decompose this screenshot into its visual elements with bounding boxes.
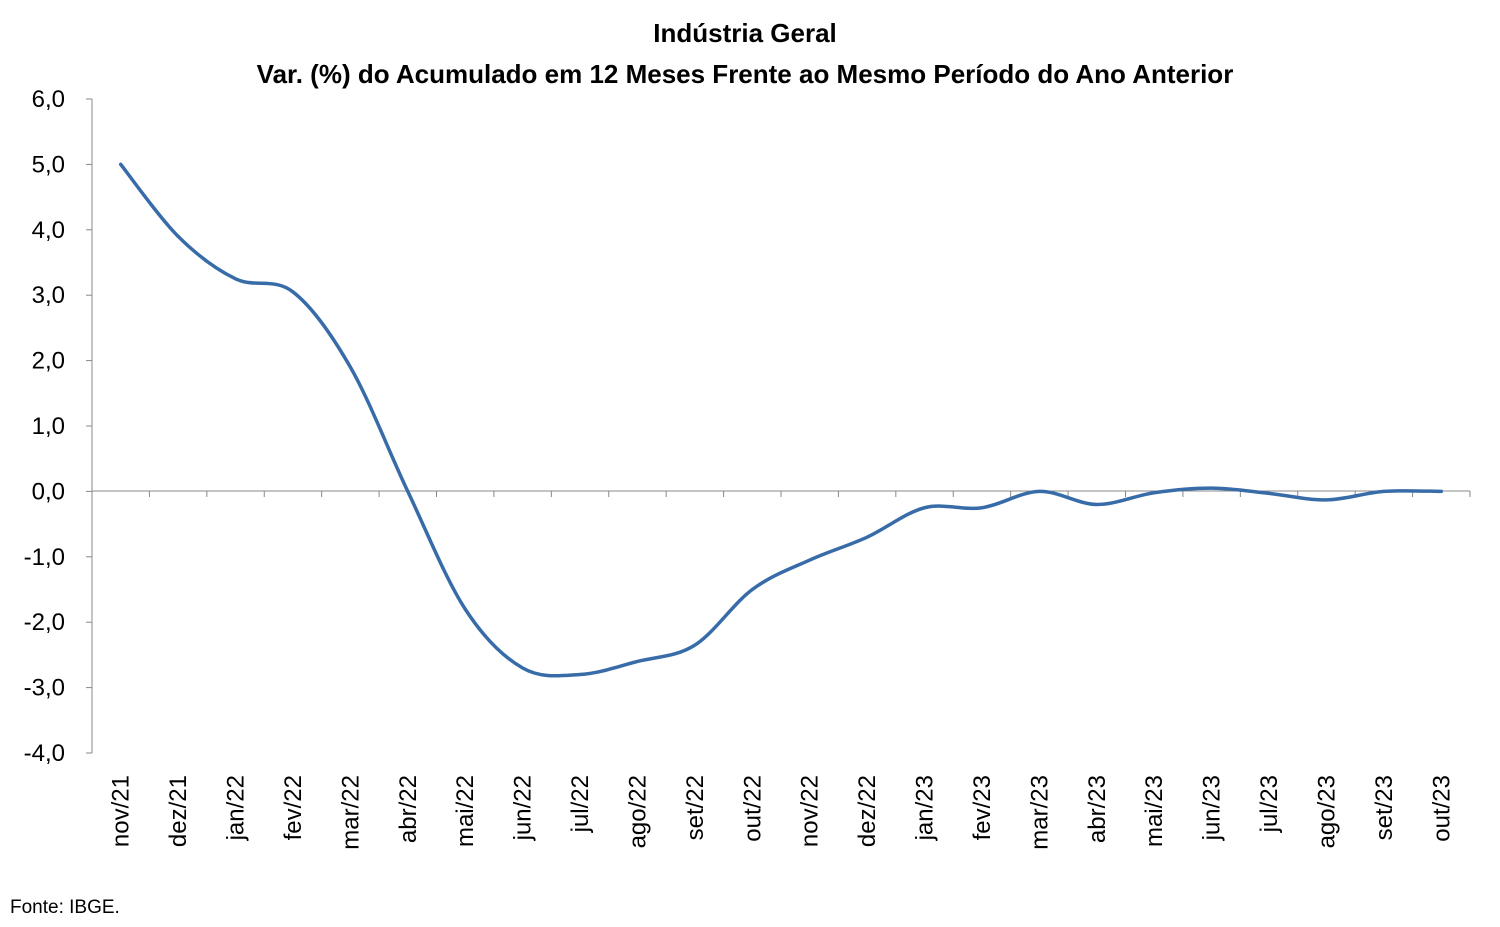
data-point [1095,502,1099,506]
y-tick-label: 2,0 [32,348,65,375]
x-tick-label: mar/22 [337,775,364,850]
x-tick-label: dez/22 [854,775,881,847]
data-point [923,506,927,510]
data-point [1382,489,1386,493]
data-point [1324,498,1328,502]
chart-subtitle: Var. (%) do Acumulado em 12 Meses Frente… [257,59,1234,89]
data-point [1210,486,1214,490]
x-tick-label: jul/23 [1256,775,1283,833]
y-tick-label: 6,0 [32,86,65,113]
data-point [578,673,582,677]
x-tick-label: fev/23 [969,775,996,840]
x-tick-label: nov/21 [108,775,135,847]
x-tick-label: jun/23 [1199,775,1226,841]
x-tick-label: ago/22 [624,775,651,848]
y-tick-label: 0,0 [32,478,65,505]
data-point [865,535,869,539]
data-point [693,643,697,647]
x-tick-label: set/22 [682,775,709,840]
plot-area [118,162,1444,678]
y-tick-label: -2,0 [24,609,65,636]
x-tick-label: ago/23 [1313,775,1340,848]
data-point [406,489,410,493]
data-point [808,558,812,562]
y-tick-label: -4,0 [24,740,65,767]
data-point [1439,489,1443,493]
x-tick-label: mai/22 [452,775,479,847]
data-point [635,659,639,663]
data-point [463,607,467,611]
data-point [980,506,984,510]
x-tick-label: mai/23 [1141,775,1168,847]
y-tick-label: -1,0 [24,544,65,571]
data-point [234,277,238,281]
x-tick-label: mar/23 [1026,775,1053,850]
data-point [1037,489,1041,493]
x-tick-label: jun/22 [510,775,537,841]
data-point [1267,491,1271,495]
x-tick-label: out/22 [739,775,766,842]
chart-title: Indústria Geral [653,18,837,48]
x-tick-label: set/23 [1371,775,1398,840]
y-tick-label: 1,0 [32,413,65,440]
x-tick-label: out/23 [1428,775,1455,842]
x-tick-label: abr/22 [395,775,422,843]
x-tick-label: fev/22 [280,775,307,840]
data-point [119,162,123,166]
y-tick-label: -3,0 [24,675,65,702]
x-tick-label: jan/22 [223,775,250,841]
data-point [750,588,754,591]
data-point [176,234,180,238]
y-tick-label: 4,0 [32,217,65,244]
x-tick-label: abr/23 [1084,775,1111,843]
axes: 6,0 5,0 4,0 3,0 2,0 1,0 0,0 -1,0 -2,0 -3,0 -4,0 nov… [24,86,1471,850]
data-point [521,666,525,670]
source-note: Fonte: IBGE. [10,897,120,918]
x-tick-label: nov/22 [797,775,824,847]
series-line [118,162,1444,678]
data-point [291,290,295,294]
y-tick-label: 3,0 [32,282,65,309]
x-tick-label: dez/21 [165,775,192,847]
data-point [348,365,352,369]
x-tick-label: jan/23 [912,775,939,841]
y-tick-label: 5,0 [32,151,65,178]
x-tick-label: jul/22 [567,775,594,833]
data-point [1152,491,1156,495]
